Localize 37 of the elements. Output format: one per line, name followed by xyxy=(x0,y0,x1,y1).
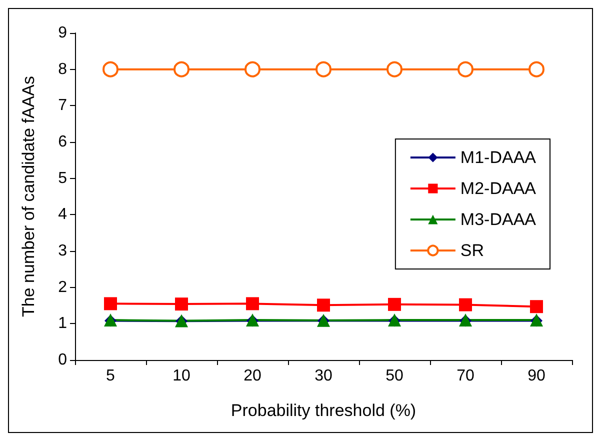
y-tick-label: 5 xyxy=(58,170,68,187)
point xyxy=(174,61,190,78)
legend-label: SR xyxy=(460,241,484,260)
point xyxy=(316,61,332,78)
legend-label: M2-DAAA xyxy=(460,179,537,198)
y-tick-label: 3 xyxy=(58,242,68,260)
y-tick-label: 1 xyxy=(58,315,68,332)
x-tick-label: 70 xyxy=(456,368,474,384)
point xyxy=(459,298,472,312)
point xyxy=(175,298,188,311)
y-tick-label: 7 xyxy=(58,97,68,114)
point xyxy=(458,61,474,78)
y-tick-label: 9 xyxy=(58,24,68,42)
point xyxy=(244,61,260,78)
y-tick-label: 6 xyxy=(58,134,68,150)
point xyxy=(317,298,330,312)
x-tick-label: 5 xyxy=(106,368,116,384)
legend-label: M1-DAAA xyxy=(460,148,537,167)
y-tick-label: 0 xyxy=(58,352,68,368)
point xyxy=(246,297,259,310)
x-axis-title: Probability threshold (%) xyxy=(230,401,416,420)
y-tick-label: 2 xyxy=(58,278,68,296)
y-axis-title: The number of candidate fAAAs xyxy=(19,76,38,317)
x-tick-label: 50 xyxy=(386,368,404,384)
point xyxy=(530,300,543,314)
point xyxy=(528,61,544,78)
x-tick-label: 90 xyxy=(528,368,546,384)
x-tick-label: 20 xyxy=(244,368,262,384)
point xyxy=(386,61,402,78)
y-tick-label: 4 xyxy=(58,206,68,224)
point xyxy=(102,61,118,78)
x-tick-label: 30 xyxy=(314,368,332,384)
x-tick-label: 10 xyxy=(172,368,190,384)
point xyxy=(104,297,117,310)
legend-label: M3-DAAA xyxy=(460,210,537,229)
point xyxy=(388,298,401,311)
y-tick-label: 8 xyxy=(58,60,68,78)
